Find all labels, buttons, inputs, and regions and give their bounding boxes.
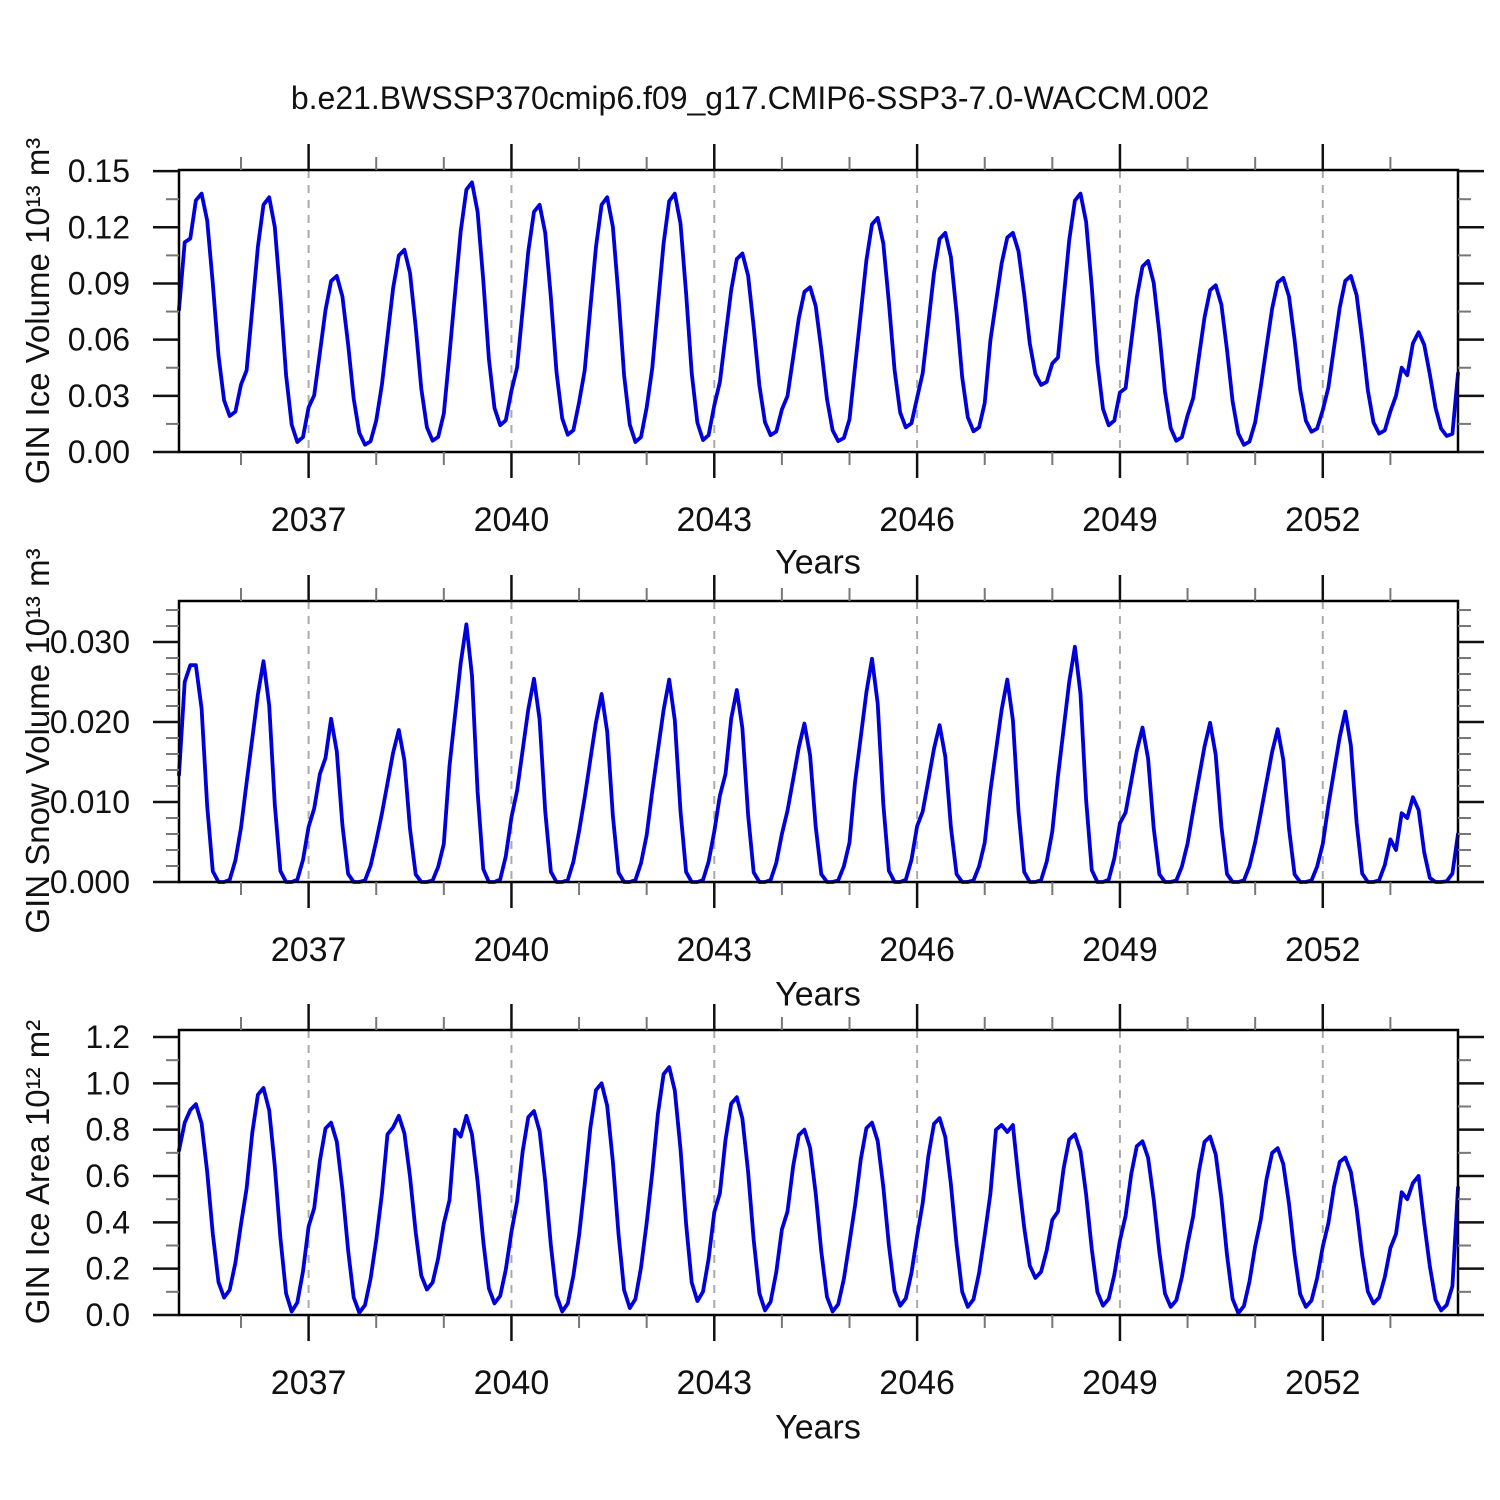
y-tick-label-0.0: 0.0 bbox=[86, 1297, 130, 1333]
x-tick-label-2049: 2049 bbox=[1082, 931, 1158, 969]
x-tick-label-2049: 2049 bbox=[1082, 1364, 1158, 1402]
y-tick-label-0.09: 0.09 bbox=[68, 265, 130, 301]
y-tick-label-1.0: 1.0 bbox=[86, 1065, 130, 1101]
x-tick-label-2043: 2043 bbox=[676, 501, 752, 539]
x-tick-label-2040: 2040 bbox=[474, 1364, 550, 1402]
panel-frame bbox=[177, 168, 1460, 454]
x-tick-label-2043: 2043 bbox=[676, 1364, 752, 1402]
y-axis-label-snow-volume: GIN Snow Volume 10¹³ m³ bbox=[19, 548, 56, 934]
y-tick-label-0.000: 0.000 bbox=[50, 864, 130, 900]
gin-snow-volume-line bbox=[177, 622, 1460, 884]
panel-gin-ice-area: 2037 2040 2043 2046 2049 2052 0.0 0.2 0.4 0.6 0.8 1… bbox=[86, 1004, 1484, 1402]
y-tick-label-0.15: 0.15 bbox=[68, 153, 130, 189]
y-axis-label-ice-area: GIN Ice Area 10¹² m² bbox=[19, 1019, 56, 1325]
x-tick-label-2043: 2043 bbox=[676, 931, 752, 969]
y-tick-label-0.010: 0.010 bbox=[50, 784, 130, 820]
y-tick-label-0.020: 0.020 bbox=[50, 704, 130, 740]
x-tick-label-2049: 2049 bbox=[1082, 501, 1158, 539]
x-tick-label-2052: 2052 bbox=[1285, 1364, 1361, 1402]
x-tick-label-2052: 2052 bbox=[1285, 931, 1361, 969]
panel-gin-ice-volume: 2037 2040 2043 2046 2049 2052 0.00 0.03 0.06 0.09… bbox=[68, 144, 1484, 539]
y-tick-label-0.06: 0.06 bbox=[68, 322, 130, 358]
y-axis-label-ice-volume: GIN Ice Volume 10¹³ m³ bbox=[19, 137, 56, 485]
y-tick-label-1.2: 1.2 bbox=[86, 1019, 130, 1055]
x-tick-label-2046: 2046 bbox=[879, 1364, 955, 1402]
x-tick-label-2046: 2046 bbox=[879, 501, 955, 539]
x-tick-label-2040: 2040 bbox=[474, 501, 550, 539]
x-tick-label-2037: 2037 bbox=[271, 931, 347, 969]
y-tick-label-0.00: 0.00 bbox=[68, 434, 130, 470]
x-axis-label-panel1: Years bbox=[775, 543, 861, 582]
y-tick-label-0.12: 0.12 bbox=[68, 209, 130, 245]
panel-frame bbox=[177, 1028, 1460, 1317]
y-tick-label-0.2: 0.2 bbox=[86, 1251, 130, 1287]
y-tick-label-0.6: 0.6 bbox=[86, 1158, 130, 1194]
x-tick-label-2040: 2040 bbox=[474, 931, 550, 969]
panel-frame bbox=[177, 599, 1460, 884]
x-tick-label-2046: 2046 bbox=[879, 931, 955, 969]
x-axis-label-panel3: Years bbox=[775, 1408, 861, 1447]
y-tick-label-0.030: 0.030 bbox=[50, 624, 130, 660]
x-axis-label-panel2: Years bbox=[775, 975, 861, 1014]
panel-gin-snow-volume: 2037 2040 2043 2046 2049 2052 0.000 0.010 0.020 0… bbox=[50, 575, 1484, 969]
x-tick-label-2037: 2037 bbox=[271, 501, 347, 539]
gin-ice-volume-line bbox=[177, 180, 1460, 447]
y-tick-label-0.4: 0.4 bbox=[86, 1204, 130, 1240]
x-tick-label-2037: 2037 bbox=[271, 1364, 347, 1402]
gin-ice-area-line bbox=[177, 1065, 1460, 1315]
figure-title: b.e21.BWSSP370cmip6.f09_g17.CMIP6-SSP3-7… bbox=[290, 80, 1210, 116]
x-tick-label-2052: 2052 bbox=[1285, 501, 1361, 539]
y-tick-label-0.8: 0.8 bbox=[86, 1112, 130, 1148]
y-tick-label-0.03: 0.03 bbox=[68, 378, 130, 414]
